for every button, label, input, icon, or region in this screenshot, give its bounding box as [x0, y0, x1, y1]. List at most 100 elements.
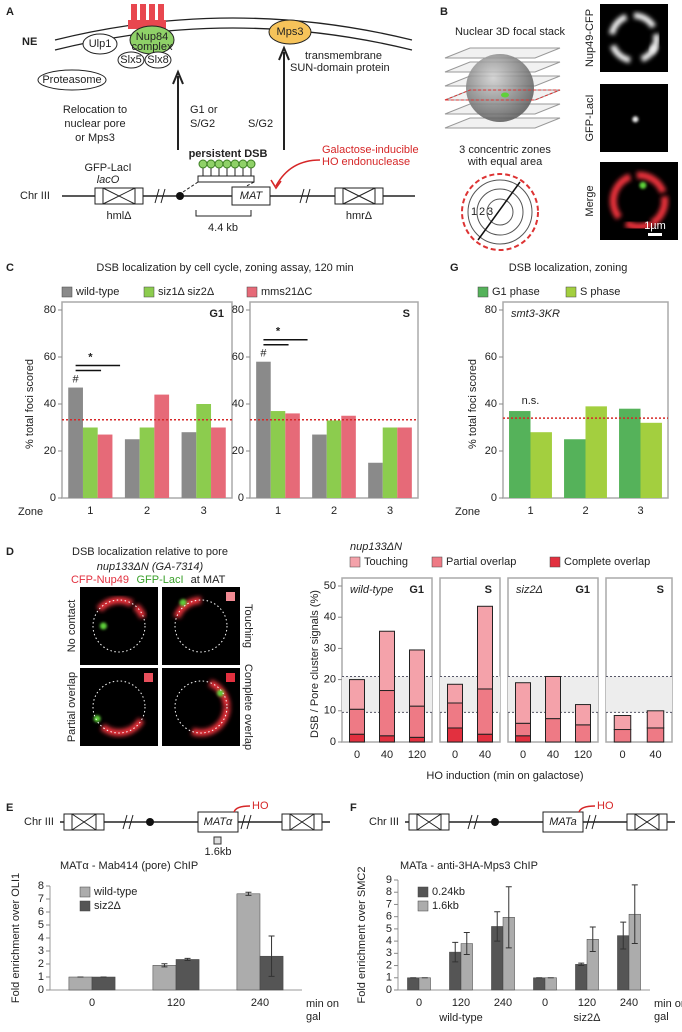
nuclear-pore	[128, 20, 166, 29]
bar-segment	[409, 736, 425, 743]
y-tick-label: 30	[324, 642, 336, 654]
significance-mark: #	[73, 373, 80, 385]
label: hmlΔ	[106, 210, 132, 222]
bar-segment	[447, 727, 463, 743]
dsb-signal	[632, 116, 639, 123]
x-tick-label: 3	[201, 505, 207, 517]
label: MATa	[549, 816, 577, 828]
protein	[37, 69, 107, 91]
ho-arrowhead	[270, 179, 282, 190]
nuclear-envelope	[54, 17, 413, 41]
legend-label: mms21ΔC	[261, 286, 312, 298]
y-tick-label: 5	[386, 923, 392, 935]
bar-segment	[477, 605, 493, 690]
label: Complete overlap	[242, 664, 254, 750]
nuclear-pore	[149, 4, 155, 22]
label: D	[6, 546, 14, 558]
x-tick-label: 3	[387, 505, 393, 517]
legend-label: siz2Δ	[94, 900, 122, 912]
bar	[397, 427, 412, 498]
label: nuclear pore	[64, 118, 125, 130]
class-marker	[226, 592, 235, 601]
bar	[382, 427, 398, 498]
zone-ring	[486, 198, 514, 226]
break-mark	[154, 188, 166, 204]
error-bar	[494, 911, 501, 942]
x-tick-label: 2	[582, 505, 588, 517]
bar	[82, 427, 98, 498]
error-bar	[245, 891, 252, 896]
bar	[619, 408, 641, 498]
label: Nup84	[136, 31, 168, 43]
y-tick-label: 50	[324, 580, 336, 592]
label: E	[6, 802, 13, 814]
facet-note: siz2Δ	[516, 584, 543, 596]
deletion-cross	[342, 187, 376, 205]
x-tick-label: 2	[331, 505, 337, 517]
protein	[144, 51, 172, 69]
legend-swatch	[79, 886, 91, 898]
facet-frame	[605, 577, 673, 743]
y-tick-label: 60	[485, 351, 497, 363]
label: NE	[22, 36, 37, 48]
y-tick-label: 2	[38, 958, 44, 970]
bar	[640, 422, 662, 498]
error-bar	[184, 957, 191, 961]
label: No contact	[66, 600, 78, 653]
bar-segment	[447, 702, 463, 729]
x-axis-label: Zone	[455, 506, 480, 518]
bar-segment	[379, 690, 395, 737]
break-mark	[240, 814, 252, 830]
x-tick-label: 40	[479, 749, 491, 761]
label: B	[440, 6, 448, 18]
label: with equal area	[467, 156, 543, 168]
break-mark	[585, 814, 597, 830]
bar-segment	[349, 679, 365, 710]
x-tick-label: 120	[578, 997, 596, 1009]
x-tick-label: 40	[381, 749, 393, 761]
x-tick-label: 1	[275, 505, 281, 517]
y-tick-label: 80	[485, 304, 497, 316]
mat-locus	[231, 186, 271, 206]
nucleus-outline	[174, 680, 228, 734]
y-tick-label: 40	[324, 611, 336, 623]
y-tick-label: 10	[324, 705, 336, 717]
label: 3 concentric zones	[459, 144, 551, 156]
bar-segment	[349, 733, 365, 743]
x-tick-label: 0	[520, 749, 526, 761]
label: MAT	[240, 190, 264, 202]
bar-segment	[515, 735, 531, 743]
x-tick-label: 120	[452, 997, 470, 1009]
legend-label: Complete overlap	[564, 556, 650, 568]
label: Chr III	[24, 816, 54, 828]
bar	[418, 977, 431, 991]
mat-locus	[542, 811, 584, 833]
bar	[564, 439, 586, 498]
nuclear-pore	[131, 4, 137, 22]
gfp-laci	[246, 159, 256, 169]
bar	[533, 977, 546, 991]
x-tick-label: 3	[637, 505, 643, 517]
pore-signal	[100, 717, 145, 737]
label: S/G2	[190, 118, 215, 130]
bar	[154, 394, 170, 498]
bar-segment	[545, 675, 561, 720]
probe	[213, 836, 222, 845]
label: nup133ΔN (GA-7314)	[97, 561, 204, 573]
label: Slx8	[147, 54, 168, 66]
pore-signal	[624, 220, 654, 231]
label: Nup49-CFP	[584, 9, 596, 67]
label: HO	[252, 800, 269, 812]
y-tick-label: 0	[50, 492, 56, 504]
pore-signal	[636, 171, 667, 194]
x-tick-label: 0	[452, 749, 458, 761]
bar	[270, 411, 286, 498]
label: Nuclear 3D focal stack	[455, 26, 566, 38]
label: Relocation to	[63, 104, 127, 116]
x-axis-label: min on	[306, 998, 339, 1010]
x-tick-label: 120	[167, 997, 185, 1009]
error-bar	[620, 921, 627, 950]
y-tick-label: 20	[485, 445, 497, 457]
legend-label: 0.24kb	[432, 886, 465, 898]
legend-swatch	[417, 886, 429, 898]
